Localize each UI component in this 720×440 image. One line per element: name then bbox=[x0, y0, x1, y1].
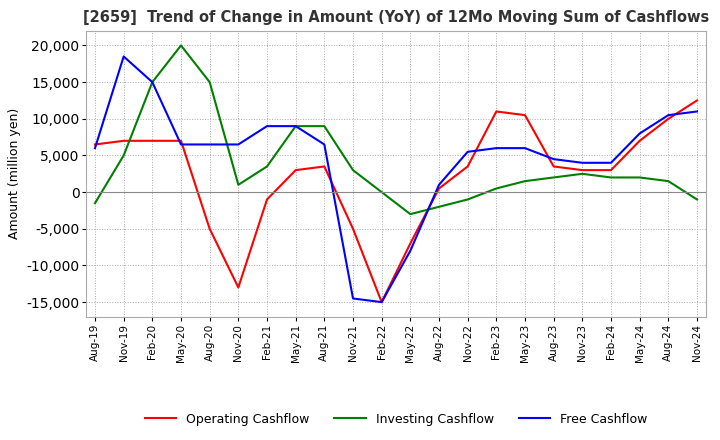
Investing Cashflow bbox=[664, 179, 672, 184]
Operating Cashflow bbox=[348, 226, 357, 231]
Free Cashflow bbox=[464, 149, 472, 154]
Free Cashflow bbox=[91, 146, 99, 151]
Line: Investing Cashflow: Investing Cashflow bbox=[95, 45, 697, 214]
Investing Cashflow bbox=[521, 179, 529, 184]
Free Cashflow bbox=[693, 109, 701, 114]
Free Cashflow bbox=[348, 296, 357, 301]
Free Cashflow bbox=[664, 113, 672, 118]
Free Cashflow bbox=[292, 124, 300, 129]
Operating Cashflow bbox=[578, 168, 587, 173]
Investing Cashflow bbox=[549, 175, 558, 180]
Investing Cashflow bbox=[148, 80, 157, 85]
Line: Operating Cashflow: Operating Cashflow bbox=[95, 100, 697, 302]
Free Cashflow bbox=[406, 248, 415, 253]
Operating Cashflow bbox=[521, 113, 529, 118]
Line: Free Cashflow: Free Cashflow bbox=[95, 56, 697, 302]
Investing Cashflow bbox=[492, 186, 500, 191]
Operating Cashflow bbox=[549, 164, 558, 169]
Free Cashflow bbox=[607, 160, 616, 165]
Investing Cashflow bbox=[406, 212, 415, 217]
Operating Cashflow bbox=[664, 116, 672, 121]
Free Cashflow bbox=[120, 54, 128, 59]
Operating Cashflow bbox=[435, 186, 444, 191]
Free Cashflow bbox=[205, 142, 214, 147]
Investing Cashflow bbox=[292, 124, 300, 129]
Investing Cashflow bbox=[205, 80, 214, 85]
Free Cashflow bbox=[148, 80, 157, 85]
Operating Cashflow bbox=[406, 241, 415, 246]
Free Cashflow bbox=[549, 157, 558, 162]
Free Cashflow bbox=[377, 300, 386, 305]
Investing Cashflow bbox=[348, 168, 357, 173]
Free Cashflow bbox=[263, 124, 271, 129]
Investing Cashflow bbox=[120, 153, 128, 158]
Free Cashflow bbox=[521, 146, 529, 151]
Investing Cashflow bbox=[377, 190, 386, 195]
Free Cashflow bbox=[635, 131, 644, 136]
Investing Cashflow bbox=[635, 175, 644, 180]
Operating Cashflow bbox=[234, 285, 243, 290]
Free Cashflow bbox=[234, 142, 243, 147]
Investing Cashflow bbox=[435, 204, 444, 209]
Free Cashflow bbox=[176, 142, 185, 147]
Operating Cashflow bbox=[292, 168, 300, 173]
Operating Cashflow bbox=[492, 109, 500, 114]
Operating Cashflow bbox=[148, 138, 157, 143]
Investing Cashflow bbox=[607, 175, 616, 180]
Investing Cashflow bbox=[464, 197, 472, 202]
Legend: Operating Cashflow, Investing Cashflow, Free Cashflow: Operating Cashflow, Investing Cashflow, … bbox=[140, 408, 652, 431]
Free Cashflow bbox=[320, 142, 328, 147]
Investing Cashflow bbox=[176, 43, 185, 48]
Investing Cashflow bbox=[263, 164, 271, 169]
Investing Cashflow bbox=[91, 201, 99, 206]
Title: [2659]  Trend of Change in Amount (YoY) of 12Mo Moving Sum of Cashflows: [2659] Trend of Change in Amount (YoY) o… bbox=[83, 11, 709, 26]
Investing Cashflow bbox=[693, 197, 701, 202]
Operating Cashflow bbox=[635, 138, 644, 143]
Operating Cashflow bbox=[205, 226, 214, 231]
Operating Cashflow bbox=[263, 197, 271, 202]
Operating Cashflow bbox=[377, 300, 386, 305]
Free Cashflow bbox=[492, 146, 500, 151]
Operating Cashflow bbox=[693, 98, 701, 103]
Operating Cashflow bbox=[120, 138, 128, 143]
Operating Cashflow bbox=[320, 164, 328, 169]
Free Cashflow bbox=[435, 182, 444, 187]
Free Cashflow bbox=[578, 160, 587, 165]
Operating Cashflow bbox=[464, 164, 472, 169]
Operating Cashflow bbox=[607, 168, 616, 173]
Operating Cashflow bbox=[91, 142, 99, 147]
Investing Cashflow bbox=[234, 182, 243, 187]
Investing Cashflow bbox=[320, 124, 328, 129]
Y-axis label: Amount (million yen): Amount (million yen) bbox=[8, 108, 21, 239]
Operating Cashflow bbox=[176, 138, 185, 143]
Investing Cashflow bbox=[578, 171, 587, 176]
